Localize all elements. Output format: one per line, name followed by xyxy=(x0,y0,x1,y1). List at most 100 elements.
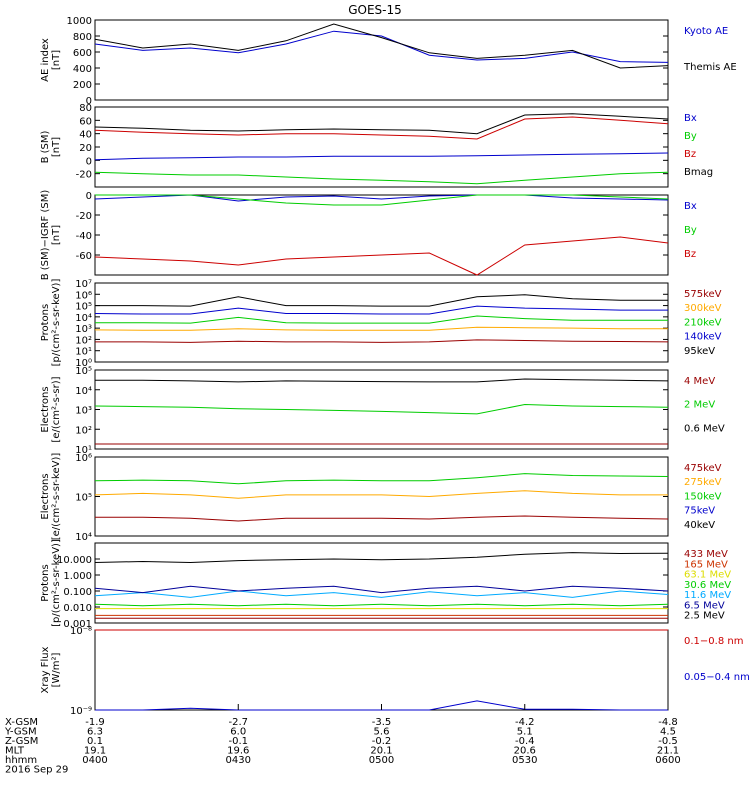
y-axis-label: [nT] xyxy=(51,50,62,70)
x-row-value: 0430 xyxy=(226,755,251,766)
x-row-value: 19.1 xyxy=(84,746,106,757)
panel-1: 0 200 400 600 800 1000 AE index [nT] Kyoto AE The… xyxy=(40,16,737,107)
legend-entry: 140keV xyxy=(684,332,722,343)
y-tick-label: 0 xyxy=(86,156,92,167)
y-tick-label: 60 xyxy=(79,116,92,127)
series-line-4 xyxy=(94,603,669,607)
legend-entry: Bz xyxy=(684,249,696,260)
legend-entry: 575keV xyxy=(684,289,722,300)
y-tick-label: 10⁶ xyxy=(75,453,92,464)
series-line-1 xyxy=(95,515,669,522)
series-line-3 xyxy=(94,116,669,140)
y-tick-label: 0.100 xyxy=(63,587,92,598)
panel-frame xyxy=(94,629,669,711)
y-tick-label: 10⁵ xyxy=(75,302,92,313)
legend-entry: 63.1 MeV xyxy=(684,570,731,581)
x-row-value: 0.1 xyxy=(87,736,103,747)
y-axis-label: B (SM)−IGRF (SM) xyxy=(40,190,51,281)
y-tick-label: 10⁵ xyxy=(75,366,92,377)
panel-5: 10¹ 10² 10³ 10⁴ 10⁵ Electrons [e/(cm²-s-sr)] 4 … xyxy=(40,366,725,456)
y-axis-label: Electrons xyxy=(40,473,51,519)
series-line-1 xyxy=(94,152,669,161)
panel-frame xyxy=(94,194,669,276)
x-row-value: 0530 xyxy=(512,755,537,766)
y-tick-label: 10⁻⁹ xyxy=(70,706,92,717)
legend-entry: 95keV xyxy=(684,346,715,357)
y-tick-label: 10⁶ xyxy=(75,290,92,301)
series-line-3 xyxy=(95,315,668,324)
y-tick-label: -20 xyxy=(76,211,92,222)
x-row-value: 5.6 xyxy=(374,727,390,738)
x-row-value: 20.6 xyxy=(514,746,536,757)
x-row-value: -0.1 xyxy=(228,736,248,747)
y-tick-label: 10⁷ xyxy=(75,279,92,290)
x-row-value: 20.1 xyxy=(370,746,392,757)
chart-title: GOES-15 xyxy=(348,3,402,17)
series-line-5 xyxy=(94,590,669,598)
series-line-7 xyxy=(94,552,669,564)
legend-entry: Kyoto AE xyxy=(684,26,728,37)
y-tick-label: 20 xyxy=(79,143,92,154)
x-row-value: 6.0 xyxy=(230,727,246,738)
y-axis-label: [W/m²] xyxy=(51,652,62,687)
x-row-value: -3.5 xyxy=(372,717,392,728)
panel-frame xyxy=(94,19,669,101)
legend-entry: Bx xyxy=(684,113,697,124)
y-tick-label: 80 xyxy=(79,103,92,114)
y-axis-label: [e/(cm²-s-sr-keV)] xyxy=(51,453,62,541)
legend-entry: 4 MeV xyxy=(684,376,715,387)
x-row-value: -0.4 xyxy=(515,736,535,747)
legend-entry: 6.5 MeV xyxy=(684,600,725,611)
y-axis-label: Protons xyxy=(40,304,51,341)
y-axis-label: [p/(cm²-s-sr-keV)] xyxy=(51,279,62,367)
panel-frame xyxy=(94,282,669,363)
y-tick-label: 10.000 xyxy=(57,555,92,566)
y-tick-label: 0 xyxy=(86,96,92,107)
legend-entry: Bz xyxy=(684,149,696,160)
y-axis-label: Electrons xyxy=(40,386,51,432)
series-line-2 xyxy=(94,171,669,185)
x-row-value: -0.5 xyxy=(658,736,678,747)
x-row-value: 21.1 xyxy=(657,746,679,757)
y-tick-label: -60 xyxy=(76,251,92,262)
series-line-4 xyxy=(94,113,669,135)
panel-6: 10⁴ 10⁵ 10⁶ Electrons [e/(cm²-s-sr-keV)] 475k… xyxy=(40,453,722,543)
x-row-label: MLT xyxy=(5,746,25,757)
y-tick-label: -20 xyxy=(76,170,92,181)
legend-entry: 475keV xyxy=(684,463,722,474)
legend-entry: 150keV xyxy=(684,491,722,502)
x-row-value: 0600 xyxy=(655,755,680,766)
x-row-value: 6.3 xyxy=(87,727,103,738)
y-tick-label: 10³ xyxy=(75,406,92,417)
legend-entry: By xyxy=(684,225,697,236)
y-tick-label: -40 xyxy=(76,231,92,242)
x-row-label: hhmm xyxy=(5,755,37,766)
panel-3: -60 -40 -20 0 B (SM)−IGRF (SM) [nT] Bx By Bz xyxy=(40,190,697,281)
x-row-value: 0400 xyxy=(82,755,107,766)
legend-entry: 30.6 MeV xyxy=(684,580,731,591)
panel-8: 10⁻⁹ 10⁻⁸ Xray Flux [W/m²] 0.1−0.8 nm 0.05−0.… xyxy=(40,626,750,717)
y-tick-label: 10⁴ xyxy=(75,386,92,397)
x-row-value: -1.9 xyxy=(85,717,105,728)
series-line-3 xyxy=(94,473,669,485)
legend-entry: 300keV xyxy=(684,303,722,314)
legend-entry: 210keV xyxy=(684,317,722,328)
x-row-value: 0500 xyxy=(369,755,394,766)
y-tick-label: 600 xyxy=(73,48,92,59)
y-axis-label: B (SM) xyxy=(40,130,51,163)
date-label: 2016 Sep 29 xyxy=(5,765,68,776)
x-row-value: -4.2 xyxy=(515,717,535,728)
legend-entry: 165 MeV xyxy=(684,559,728,570)
legend-entry: Themis AE xyxy=(683,62,737,73)
y-tick-label: 1000 xyxy=(67,16,92,27)
y-tick-label: 10² xyxy=(75,335,92,346)
x-row-label: Y-GSM xyxy=(4,727,37,738)
x-row-value: 19.6 xyxy=(227,746,249,757)
y-axis-label: Protons xyxy=(40,564,51,601)
panel-frame xyxy=(94,456,669,537)
x-row-value: -4.8 xyxy=(658,717,678,728)
y-tick-label: 10⁵ xyxy=(75,493,92,504)
y-tick-label: 800 xyxy=(73,32,92,43)
panel-frame xyxy=(94,542,669,624)
